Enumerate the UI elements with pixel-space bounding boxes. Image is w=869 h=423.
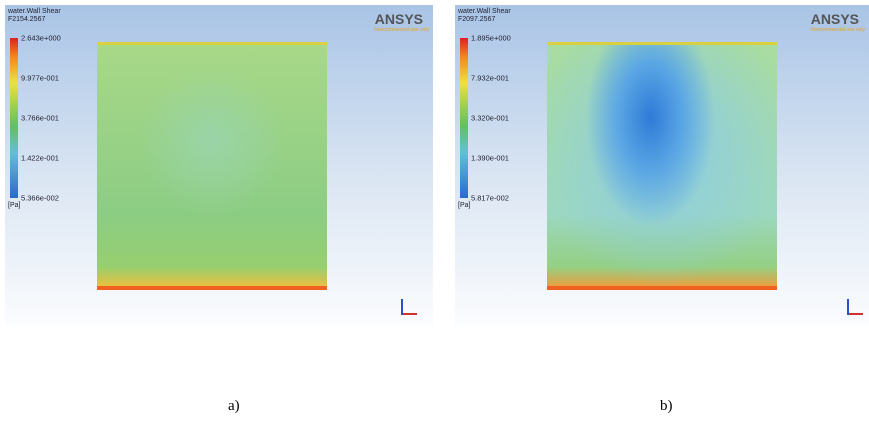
caption: b) bbox=[660, 398, 673, 414]
contour-plot bbox=[97, 42, 327, 290]
legend-label: 1.422e-001 bbox=[21, 153, 59, 163]
legend-label: 9.977e-001 bbox=[21, 73, 59, 83]
color-bar bbox=[460, 38, 468, 198]
caption: a) bbox=[228, 398, 240, 414]
legend-label: 5.817e-002 bbox=[471, 193, 509, 203]
legend-label: 7.932e-001 bbox=[471, 73, 509, 83]
variable-name: water.Wall Shear bbox=[8, 8, 61, 15]
legend-label: 1.390e-001 bbox=[471, 153, 509, 163]
time-step: F2154.2567 bbox=[8, 16, 46, 23]
contour-plot bbox=[547, 42, 777, 290]
logo: ANSYS bbox=[374, 11, 423, 27]
legend-label: 5.366e-002 bbox=[21, 193, 59, 203]
legend-label: 1.895e+000 bbox=[471, 33, 511, 43]
variable-name: water.Wall Shear bbox=[458, 8, 511, 15]
legend-unit: [Pa] bbox=[458, 202, 471, 209]
axis-triad bbox=[401, 299, 403, 315]
color-bar bbox=[10, 38, 18, 198]
axis-triad bbox=[849, 313, 863, 315]
legend-unit: [Pa] bbox=[8, 202, 21, 209]
legend-label: 3.320e-001 bbox=[471, 113, 509, 123]
logo-note: Noncommercial use only bbox=[374, 27, 429, 33]
logo: ANSYS bbox=[810, 11, 859, 27]
axis-triad bbox=[403, 313, 417, 315]
time-step: F2097.2567 bbox=[458, 16, 496, 23]
logo-note: Noncommercial use only bbox=[810, 27, 865, 33]
axis-triad bbox=[847, 299, 849, 315]
legend-label: 2.643e+000 bbox=[21, 33, 61, 43]
legend-label: 3.766e-001 bbox=[21, 113, 59, 123]
screenshot-panel: water.Wall Shear F2154.2567 2.643e+000 9.97… bbox=[5, 5, 433, 325]
screenshot-panel: water.Wall Shear F2097.2567 1.895e+000 7.93… bbox=[455, 5, 869, 325]
